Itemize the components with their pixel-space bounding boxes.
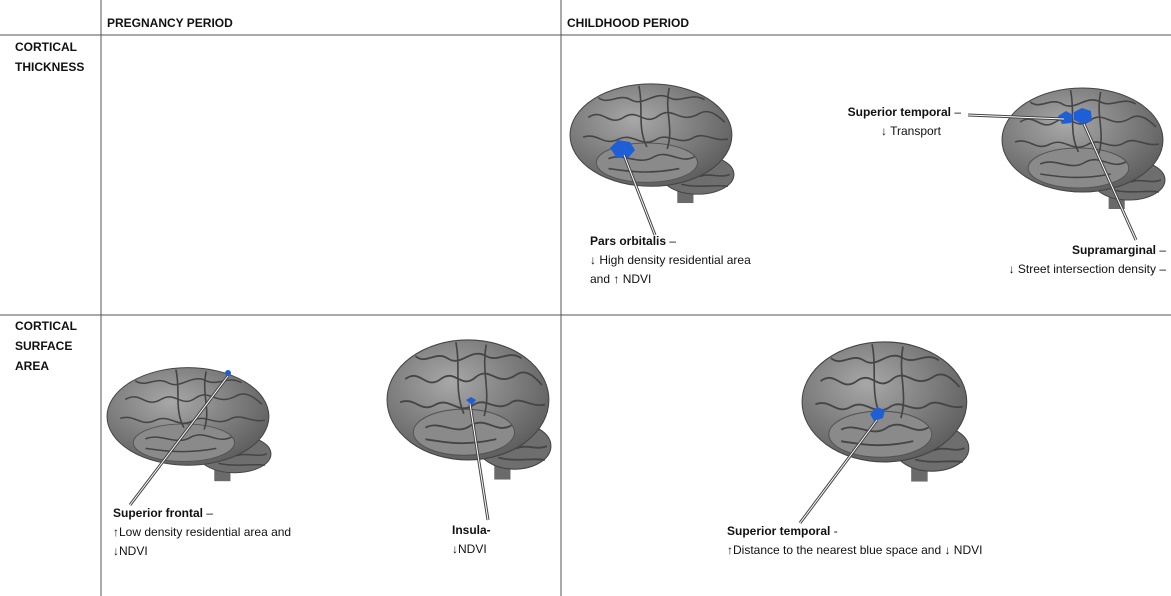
brain-image	[570, 84, 734, 203]
column-header: CHILDHOOD PERIOD	[567, 14, 689, 33]
dash: –	[666, 234, 676, 248]
annotation: Superior frontal – ↑Low density residenti…	[113, 504, 291, 561]
region-name: Insula-	[452, 523, 491, 537]
region-name: Pars orbitalis	[590, 234, 666, 248]
dash: –	[1156, 243, 1166, 257]
row-label-line: CORTICAL	[15, 37, 84, 57]
annotation: Superior temporal - ↑Distance to the near…	[727, 522, 982, 560]
annotation-line: ↓NDVI	[452, 540, 491, 559]
column-header: PREGNANCY PERIOD	[107, 14, 233, 33]
annotation: Supramarginal – ↓ Street intersection den…	[1009, 241, 1166, 279]
brain-image	[802, 342, 969, 482]
annotation-line: ↑Low density residential area and	[113, 523, 291, 542]
brain-image	[107, 368, 271, 482]
region-name: Supramarginal	[1072, 243, 1156, 257]
annotation-line: ↓ High density residential area	[590, 251, 751, 270]
pointer-lines	[130, 115, 1136, 523]
row-label-line: THICKNESS	[15, 57, 84, 77]
dash: –	[203, 506, 213, 520]
annotation-line: ↓ Street intersection density –	[1009, 260, 1166, 279]
region-name: Superior temporal	[727, 524, 830, 538]
dash: -	[830, 524, 837, 538]
brain-image	[1002, 88, 1165, 209]
annotation: Superior temporal –↓ Transport	[848, 103, 961, 141]
region-name: Superior temporal	[848, 105, 951, 119]
annotation: Insula- ↓NDVI	[452, 521, 491, 559]
annotation-line: and ↑ NDVI	[590, 270, 751, 289]
brain-image	[387, 340, 551, 480]
row-label-line: CORTICAL	[15, 316, 77, 336]
row-label-line: AREA	[15, 356, 77, 376]
annotation-line: ↑Distance to the nearest blue space and …	[727, 541, 982, 560]
annotation: Pars orbitalis – ↓ High density residenti…	[590, 232, 751, 289]
figure-table: PREGNANCY PERIOD CHILDHOOD PERIOD CORTIC…	[0, 0, 1171, 596]
region-name: Superior frontal	[113, 506, 203, 520]
dash: –	[951, 105, 961, 119]
annotation-line: ↓ Transport	[848, 122, 941, 141]
annotation-line: ↓NDVI	[113, 542, 291, 561]
row-label-line: SURFACE	[15, 336, 77, 356]
